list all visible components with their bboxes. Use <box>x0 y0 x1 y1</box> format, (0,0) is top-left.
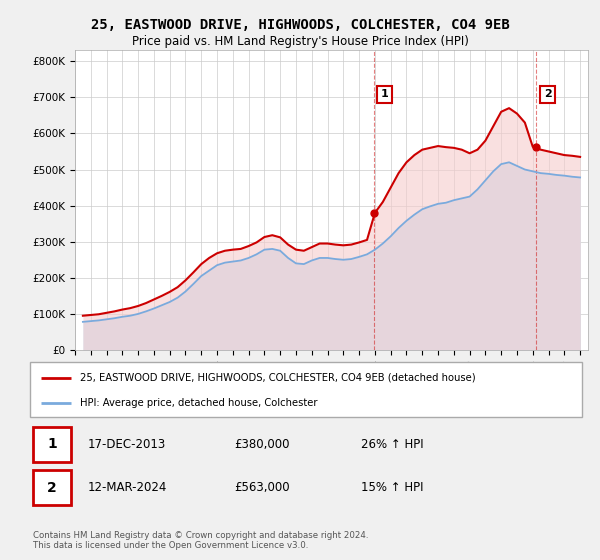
Text: 1: 1 <box>380 90 388 99</box>
Text: 12-MAR-2024: 12-MAR-2024 <box>88 481 167 494</box>
FancyBboxPatch shape <box>33 470 71 505</box>
Text: 25, EASTWOOD DRIVE, HIGHWOODS, COLCHESTER, CO4 9EB: 25, EASTWOOD DRIVE, HIGHWOODS, COLCHESTE… <box>91 18 509 32</box>
Text: 2: 2 <box>544 90 551 99</box>
FancyBboxPatch shape <box>33 427 71 462</box>
Text: 15% ↑ HPI: 15% ↑ HPI <box>361 481 424 494</box>
Text: 25, EASTWOOD DRIVE, HIGHWOODS, COLCHESTER, CO4 9EB (detached house): 25, EASTWOOD DRIVE, HIGHWOODS, COLCHESTE… <box>80 373 475 382</box>
Text: HPI: Average price, detached house, Colchester: HPI: Average price, detached house, Colc… <box>80 398 317 408</box>
Text: Contains HM Land Registry data © Crown copyright and database right 2024.
This d: Contains HM Land Registry data © Crown c… <box>33 531 368 550</box>
Text: 17-DEC-2013: 17-DEC-2013 <box>88 438 166 451</box>
Text: £563,000: £563,000 <box>234 481 290 494</box>
Text: Price paid vs. HM Land Registry's House Price Index (HPI): Price paid vs. HM Land Registry's House … <box>131 35 469 49</box>
FancyBboxPatch shape <box>30 362 582 417</box>
Text: 2: 2 <box>47 480 57 494</box>
Text: 1: 1 <box>47 437 57 451</box>
Text: £380,000: £380,000 <box>234 438 290 451</box>
Text: 26% ↑ HPI: 26% ↑ HPI <box>361 438 424 451</box>
